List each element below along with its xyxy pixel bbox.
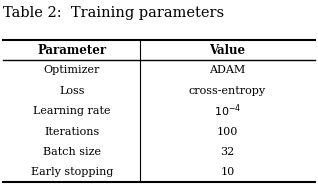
Text: Value: Value bbox=[210, 44, 245, 57]
Text: Loss: Loss bbox=[59, 86, 85, 96]
Text: Batch size: Batch size bbox=[43, 147, 101, 157]
Text: Parameter: Parameter bbox=[37, 44, 106, 57]
Text: Learning rate: Learning rate bbox=[33, 106, 110, 116]
Text: 32: 32 bbox=[220, 147, 235, 157]
Text: $10^{-4}$: $10^{-4}$ bbox=[214, 103, 241, 120]
Text: Early stopping: Early stopping bbox=[31, 167, 113, 177]
Text: ADAM: ADAM bbox=[210, 65, 246, 75]
Text: Optimizer: Optimizer bbox=[44, 65, 100, 75]
Text: 100: 100 bbox=[217, 127, 238, 136]
Text: 10: 10 bbox=[220, 167, 235, 177]
Text: cross-entropy: cross-entropy bbox=[189, 86, 266, 96]
Text: Table 2:  Training parameters: Table 2: Training parameters bbox=[3, 6, 224, 20]
Text: Iterations: Iterations bbox=[44, 127, 99, 136]
